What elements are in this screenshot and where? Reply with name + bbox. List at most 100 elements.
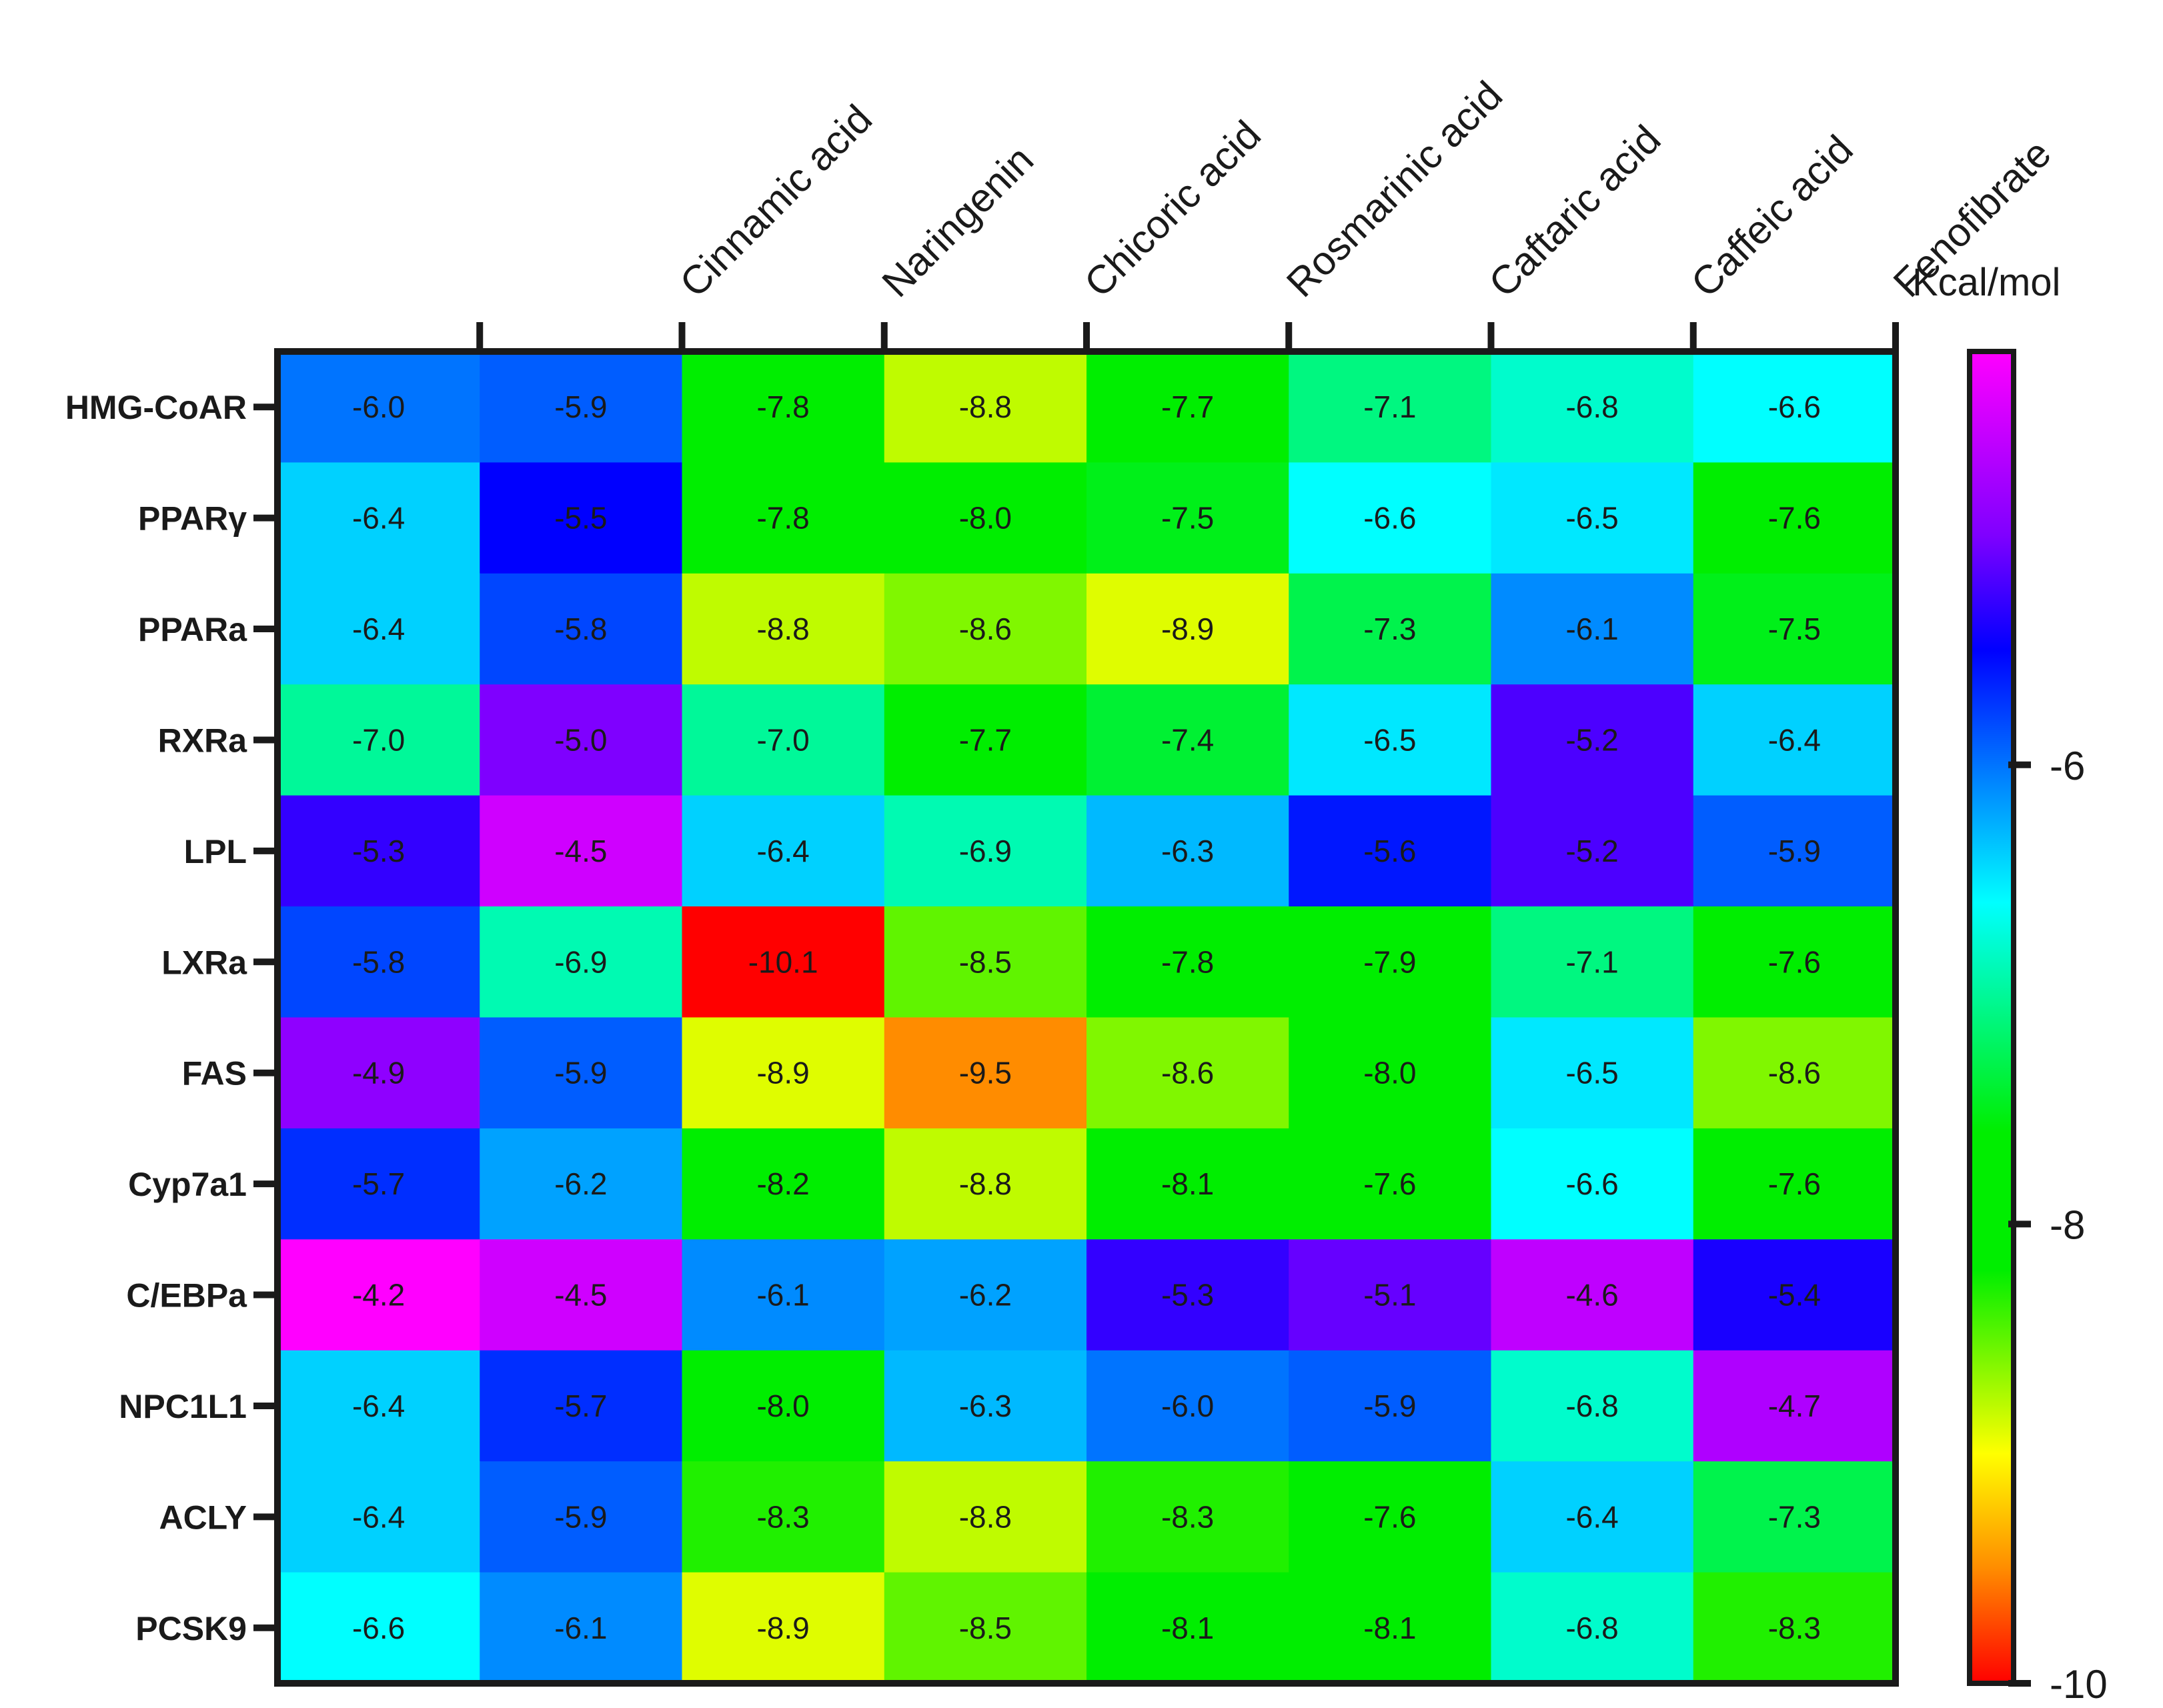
heatmap-cell: [1693, 684, 1896, 796]
heatmap-cell: [1289, 573, 1492, 685]
row-label: PPARa: [138, 611, 247, 648]
heatmap-cell: [1491, 1239, 1694, 1351]
cell-value: -5.9: [1363, 1389, 1416, 1423]
cell-value: -8.1: [1363, 1611, 1416, 1645]
cell-value: -8.8: [959, 1166, 1012, 1201]
column-label: Naringenin: [874, 137, 1042, 306]
cell-value: -8.3: [1161, 1499, 1214, 1534]
cell-value: -8.6: [1161, 1056, 1214, 1090]
row-label: RXRa: [158, 722, 248, 759]
heatmap-cell: [1491, 351, 1694, 464]
heatmap-cell: [1087, 1017, 1289, 1129]
heatmap-cell: [884, 1350, 1087, 1462]
cell-value: -6.9: [959, 834, 1012, 868]
cell-value: -7.3: [1363, 612, 1416, 646]
heatmap-cell: [277, 1239, 480, 1351]
heatmap-cell: [1087, 1572, 1289, 1684]
cell-value: -7.0: [352, 722, 405, 757]
cell-value: -6.6: [352, 1611, 405, 1645]
heatmap-cell: [1087, 351, 1289, 464]
cell-value: -6.4: [352, 501, 405, 536]
cell-value: -8.1: [1161, 1166, 1214, 1201]
row-labels: HMG-CoAR PPARγ PPARa RXRa LPL LXRa FAS Cyp7a1 C/…: [65, 389, 247, 1647]
cell-value: -6.2: [554, 1166, 607, 1201]
cell-value: -5.9: [554, 389, 607, 424]
row-label: C/EBPa: [126, 1277, 247, 1315]
cell-value: -7.6: [1363, 1499, 1416, 1534]
cell-value: -4.7: [1768, 1389, 1821, 1423]
row-label: LPL: [184, 833, 247, 870]
cell-value: -5.9: [554, 1499, 607, 1534]
cell-value: -6.4: [352, 1499, 405, 1534]
heatmap-cell: [1289, 1461, 1492, 1573]
heatmap-cell: [1491, 1128, 1694, 1240]
cell-value: -5.8: [352, 944, 405, 979]
heatmap-cell: [1087, 1128, 1289, 1240]
heatmap-cell: [682, 351, 885, 464]
cell-value: -8.8: [959, 1499, 1012, 1534]
heatmap-cell: [1087, 573, 1289, 685]
cell-value: -9.5: [959, 1056, 1012, 1090]
heatmap-cell: [277, 573, 480, 685]
cell-value: -4.2: [352, 1278, 405, 1313]
cell-value: -6.6: [1363, 501, 1416, 536]
cell-value: -7.4: [1161, 722, 1214, 757]
cell-value: -7.1: [1363, 389, 1416, 424]
heatmap-cells: [277, 351, 1896, 1684]
colorbar-tick-label: -6: [2050, 744, 2085, 788]
cell-value: -6.5: [1565, 1056, 1618, 1090]
heatmap-cell: [480, 795, 683, 907]
cell-value: -6.9: [554, 944, 607, 979]
heatmap-cell: [682, 1017, 885, 1129]
cell-value: -8.6: [959, 612, 1012, 646]
heatmap-cell: [480, 1350, 683, 1462]
cell-value: -5.3: [352, 834, 405, 868]
row-label: ACLY: [159, 1499, 247, 1536]
heatmap-cell: [884, 795, 1087, 907]
heatmap-cell: [1289, 906, 1492, 1018]
cell-value: -8.3: [756, 1499, 809, 1534]
heatmap-cell: [1491, 462, 1694, 574]
cell-value: -4.9: [352, 1056, 405, 1090]
row-label: NPC1L1: [119, 1388, 247, 1425]
colorbar-tick-label: -10: [2050, 1662, 2108, 1707]
cell-value: -5.4: [1768, 1278, 1821, 1313]
cell-value: -7.3: [1768, 1499, 1821, 1534]
cell-values: -6.0 -5.9 -7.8 -8.8 -7.7 -7.1 -6.8 -6.6 -6.4 -5.5…: [352, 389, 1821, 1645]
cell-value: -6.0: [1161, 1389, 1214, 1423]
cell-value: -8.8: [756, 612, 809, 646]
heatmap-cell: [1289, 1572, 1492, 1684]
heatmap-cell: [277, 684, 480, 796]
cell-value: -7.8: [756, 389, 809, 424]
heatmap-cell: [1491, 1461, 1694, 1573]
heatmap-cell: [682, 1350, 885, 1462]
cell-value: -5.2: [1565, 834, 1618, 868]
cell-value: -8.0: [756, 1389, 809, 1423]
heatmap-cell: [1289, 684, 1492, 796]
heatmap-cell: [1289, 1350, 1492, 1462]
heatmap-cell: [884, 1572, 1087, 1684]
cell-value: -6.4: [352, 1389, 405, 1423]
cell-value: -5.6: [1363, 834, 1416, 868]
cell-value: -4.5: [554, 1278, 607, 1313]
cell-value: -5.8: [554, 612, 607, 646]
heatmap-cell: [277, 1017, 480, 1129]
heatmap-cell: [1289, 462, 1492, 574]
heatmap-cell: [1087, 906, 1289, 1018]
heatmap-cell: [884, 1239, 1087, 1351]
cell-value: -6.4: [352, 612, 405, 646]
heatmap-cell: [480, 1239, 683, 1351]
cell-value: -5.0: [554, 722, 607, 757]
heatmap-cell: [682, 795, 885, 907]
heatmap-cell: [1693, 1572, 1896, 1684]
cell-value: -5.7: [352, 1166, 405, 1201]
cell-value: -7.5: [1161, 501, 1214, 536]
column-ticks: [476, 322, 1899, 351]
heatmap-cell: [1491, 1572, 1694, 1684]
cell-value: -6.2: [959, 1278, 1012, 1313]
heatmap-cell: [277, 1461, 480, 1573]
colorbar-title: Kcal/mol: [1912, 261, 2060, 304]
colorbar-ticks: -6 -8 -10: [2008, 744, 2108, 1707]
heatmap-cell: [480, 1017, 683, 1129]
heatmap-cell: [884, 1461, 1087, 1573]
